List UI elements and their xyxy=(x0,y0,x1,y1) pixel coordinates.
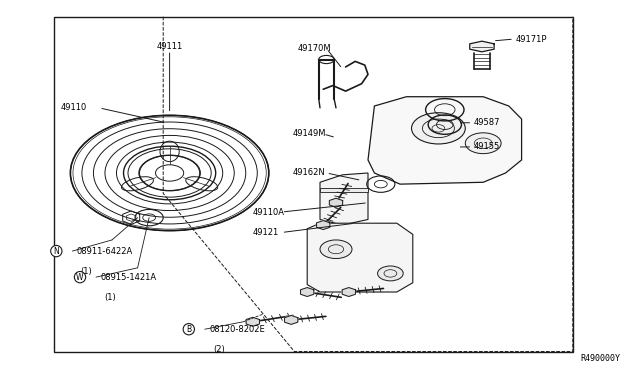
Text: W: W xyxy=(76,273,84,282)
Text: (1): (1) xyxy=(104,293,116,302)
Polygon shape xyxy=(285,315,298,324)
Text: B: B xyxy=(186,325,191,334)
Polygon shape xyxy=(470,41,494,52)
Text: (2): (2) xyxy=(213,345,225,354)
Polygon shape xyxy=(342,288,355,296)
Text: 49171P: 49171P xyxy=(515,35,547,44)
Circle shape xyxy=(378,266,403,281)
Text: N: N xyxy=(54,247,59,256)
Text: 49110A: 49110A xyxy=(253,208,285,217)
Text: 49170M: 49170M xyxy=(298,44,332,53)
Polygon shape xyxy=(317,221,330,230)
Text: 08911-6422A: 08911-6422A xyxy=(77,247,133,256)
Text: 49111: 49111 xyxy=(157,42,183,51)
Polygon shape xyxy=(320,188,368,192)
Circle shape xyxy=(465,133,501,154)
Polygon shape xyxy=(330,198,342,207)
Polygon shape xyxy=(301,288,314,296)
Text: 08120-8202E: 08120-8202E xyxy=(209,325,265,334)
Polygon shape xyxy=(307,223,413,292)
Text: 49121: 49121 xyxy=(253,228,279,237)
Text: R490000Y: R490000Y xyxy=(581,354,621,363)
Circle shape xyxy=(320,240,352,259)
Text: 49155: 49155 xyxy=(474,142,500,151)
Text: (1): (1) xyxy=(81,267,92,276)
Text: 49162N: 49162N xyxy=(293,169,326,177)
Bar xyxy=(54,17,573,352)
Text: 08915-1421A: 08915-1421A xyxy=(100,273,157,282)
Polygon shape xyxy=(368,97,522,184)
Text: 49149M: 49149M xyxy=(293,129,326,138)
Polygon shape xyxy=(246,317,259,326)
Text: 49110: 49110 xyxy=(61,103,87,112)
Text: 49587: 49587 xyxy=(474,118,500,127)
Circle shape xyxy=(412,113,465,144)
Polygon shape xyxy=(320,173,368,225)
